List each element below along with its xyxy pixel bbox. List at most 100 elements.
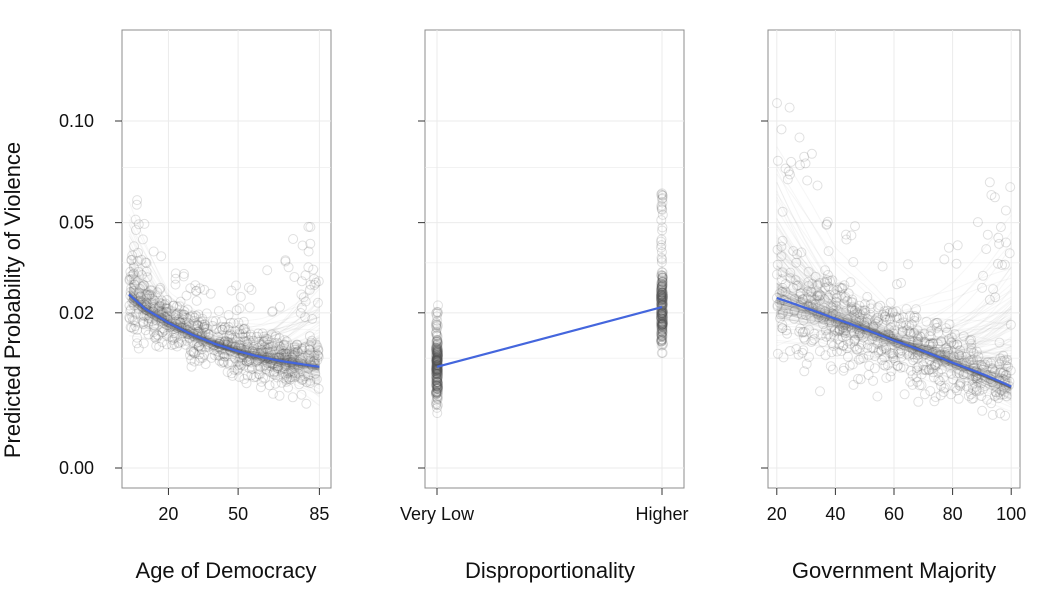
simulation-point <box>432 383 443 394</box>
simulation-point <box>189 356 200 367</box>
simulation-point <box>243 282 254 293</box>
simulation-curve <box>776 302 1012 389</box>
simulation-point <box>995 367 1005 378</box>
simulation-point <box>191 285 202 296</box>
simulation-point <box>225 329 236 340</box>
simulation-point <box>657 292 668 303</box>
simulation-point <box>229 364 240 375</box>
simulation-point <box>657 283 668 294</box>
simulation-curve <box>128 301 320 369</box>
simulation-point <box>153 302 164 312</box>
simulation-point <box>912 334 923 345</box>
simulation-point <box>932 357 943 368</box>
simulation-point <box>1003 380 1014 391</box>
simulation-point <box>972 217 983 228</box>
simulation-point <box>125 271 136 282</box>
simulation-point <box>798 326 809 337</box>
simulation-point <box>955 377 966 388</box>
simulation-curve <box>776 317 1012 389</box>
simulation-point <box>432 369 443 380</box>
simulation-point <box>777 308 788 319</box>
simulation-point <box>656 293 667 304</box>
simulation-point <box>278 348 289 359</box>
simulation-point <box>894 313 905 324</box>
simulation-point <box>873 345 884 356</box>
simulation-point <box>998 389 1009 400</box>
simulation-point <box>829 326 840 337</box>
simulation-point <box>995 353 1006 364</box>
simulation-point <box>847 304 858 315</box>
simulation-point <box>905 329 916 339</box>
simulation-point <box>431 356 442 367</box>
simulation-point <box>656 334 667 345</box>
simulation-point <box>227 370 238 381</box>
simulation-point <box>657 193 668 204</box>
simulation-point <box>178 271 189 282</box>
simulation-point <box>226 357 237 368</box>
simulation-point <box>177 312 188 323</box>
simulation-point <box>657 318 668 329</box>
simulation-point <box>885 348 895 358</box>
simulation-point <box>432 348 443 359</box>
simulation-point <box>254 369 265 380</box>
panel-2-plot-area <box>431 188 668 419</box>
simulation-point <box>862 339 873 350</box>
simulation-point <box>431 355 442 366</box>
simulation-point <box>162 303 173 314</box>
simulation-point <box>656 283 667 294</box>
simulation-point <box>785 273 796 284</box>
simulation-point <box>656 286 667 297</box>
simulation-curve <box>776 273 1012 357</box>
simulation-point <box>150 331 161 342</box>
simulation-point <box>431 319 442 330</box>
simulation-point <box>656 313 667 324</box>
simulation-point <box>432 345 443 356</box>
simulation-point <box>1000 370 1011 381</box>
simulation-point <box>181 290 192 301</box>
simulation-point <box>431 357 442 368</box>
simulation-curve <box>776 317 1012 395</box>
simulation-curve <box>776 339 1012 398</box>
simulation-point <box>154 297 165 308</box>
simulation-point <box>657 330 668 341</box>
simulation-point <box>873 347 884 358</box>
simulation-point <box>782 174 793 185</box>
simulation-point <box>219 351 230 362</box>
simulation-point <box>143 329 154 340</box>
simulation-curve <box>128 300 320 381</box>
simulation-point <box>192 320 203 331</box>
simulation-point <box>657 347 668 358</box>
simulation-point <box>912 350 923 361</box>
simulation-point <box>822 274 832 285</box>
simulation-point <box>431 320 442 331</box>
simulation-point <box>262 346 273 357</box>
simulation-point <box>432 354 443 365</box>
simulation-point <box>224 330 235 341</box>
simulation-point <box>916 331 926 342</box>
simulation-point <box>269 366 279 377</box>
simulation-point <box>656 347 667 358</box>
simulation-point <box>124 313 135 324</box>
simulation-point <box>148 301 159 312</box>
simulation-point <box>312 342 323 353</box>
simulation-point <box>976 361 987 372</box>
simulation-point <box>657 305 668 316</box>
simulation-curve <box>776 285 1012 369</box>
simulation-point <box>431 379 442 390</box>
simulation-point <box>240 323 250 334</box>
simulation-point <box>971 355 982 366</box>
simulation-point <box>432 355 443 366</box>
simulation-point <box>432 343 443 354</box>
simulation-point <box>279 372 289 383</box>
simulation-point <box>964 335 975 346</box>
simulation-point <box>877 355 887 366</box>
simulation-point <box>140 289 151 300</box>
simulation-point <box>885 297 896 308</box>
simulation-point <box>281 349 292 360</box>
simulation-point <box>312 297 323 308</box>
simulation-point <box>888 351 899 362</box>
simulation-point <box>886 322 897 333</box>
simulation-point <box>995 389 1006 400</box>
simulation-point <box>657 298 668 309</box>
simulation-point <box>802 286 813 297</box>
